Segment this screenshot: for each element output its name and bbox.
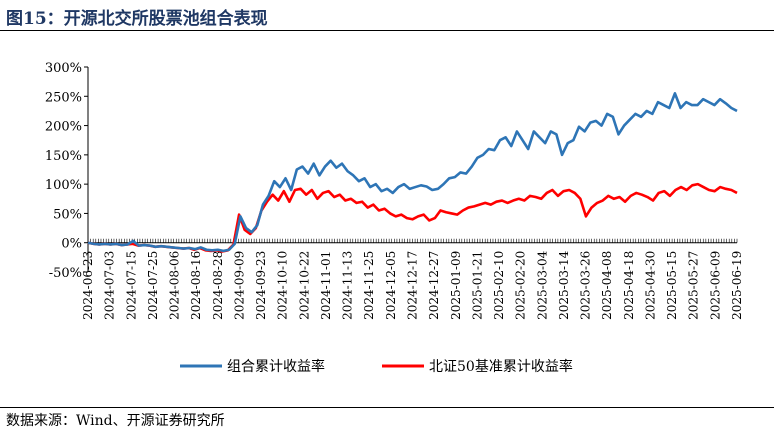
x-tick-label: 2024-11-25: [362, 251, 376, 320]
x-tick-label: 2025-03-26: [579, 251, 593, 320]
y-axis: 300% 250% 200% 150% 100% 50% 0% -50%: [45, 61, 89, 281]
y-tick-label: 300%: [45, 61, 82, 76]
figure-title: 图15：开源北交所股票池组合表现: [6, 9, 268, 29]
x-tick-label: 2025-03-04: [535, 250, 549, 320]
x-tick-label: 2025-04-18: [622, 251, 636, 320]
x-tick-label: 2024-10-22: [297, 251, 311, 320]
x-tick-label: 2025-02-20: [514, 251, 528, 320]
x-tick-label: 2025-04-30: [643, 251, 657, 320]
x-tick-label: 2024-11-13: [341, 251, 355, 320]
x-tick-label: 2024-06-23: [81, 251, 95, 320]
x-tick-label: 2024-07-25: [146, 251, 160, 320]
x-tick-label: 2024-12-27: [427, 251, 441, 320]
x-tick-label: 2025-06-19: [730, 251, 744, 320]
y-tick-label: 50%: [53, 207, 82, 222]
y-tick-label: 150%: [45, 149, 82, 164]
y-tick-label: -50%: [49, 266, 82, 281]
x-minor-ticks: [87, 238, 738, 243]
legend-benchmark-label: 北证50基准累计收益率: [429, 358, 573, 375]
x-tick-label: 2025-06-09: [708, 251, 722, 320]
x-tick-label: 2024-11-01: [319, 251, 333, 320]
y-tick-label: 200%: [45, 120, 82, 135]
y-tick-label: 0%: [61, 237, 82, 252]
legend: 组合累计收益率 北证50基准累计收益率: [180, 358, 573, 375]
x-tick-label: 2025-03-14: [557, 250, 571, 320]
x-tick-label: 2025-05-27: [687, 251, 701, 320]
x-tick-label: 2024-10-10: [276, 251, 290, 320]
x-tick-label: 2025-04-08: [600, 251, 614, 320]
x-tick-label: 2024-09-09: [232, 251, 246, 320]
source-note: 数据来源：Wind、开源证券研究所: [6, 413, 225, 429]
x-tick-label: 2024-12-05: [384, 251, 398, 320]
x-tick-label: 2024-12-17: [406, 251, 420, 320]
x-tick-label: 2025-01-21: [470, 251, 484, 320]
x-tick-label: 2025-01-09: [449, 251, 463, 320]
x-tick-label: 2024-09-23: [254, 251, 268, 320]
line-chart: 300% 250% 200% 150% 100% 50% 0% -50% 2024-06-23…: [45, 61, 744, 375]
x-tick-label: 2024-08-06: [168, 251, 182, 320]
series-lines: [87, 92, 738, 253]
top-rule: [0, 30, 774, 31]
x-axis: 2024-06-23 2024-07-03 2024-07-15 2024-07-25…: [81, 238, 744, 320]
bottom-rule: [0, 407, 774, 408]
legend-portfolio-label: 组合累计收益率: [227, 358, 325, 375]
y-tick-label: 250%: [45, 90, 82, 105]
y-tick-label: 100%: [45, 178, 82, 193]
x-tick-label: 2024-08-28: [211, 251, 225, 320]
x-tick-label: 2024-07-03: [103, 251, 117, 320]
x-tick-label: 2024-08-16: [189, 251, 203, 320]
x-tick-label: 2024-07-15: [124, 251, 138, 320]
x-tick-label: 2025-02-10: [492, 251, 506, 320]
x-tick-label: 2025-05-15: [665, 251, 679, 320]
portfolio-line: [87, 92, 738, 253]
